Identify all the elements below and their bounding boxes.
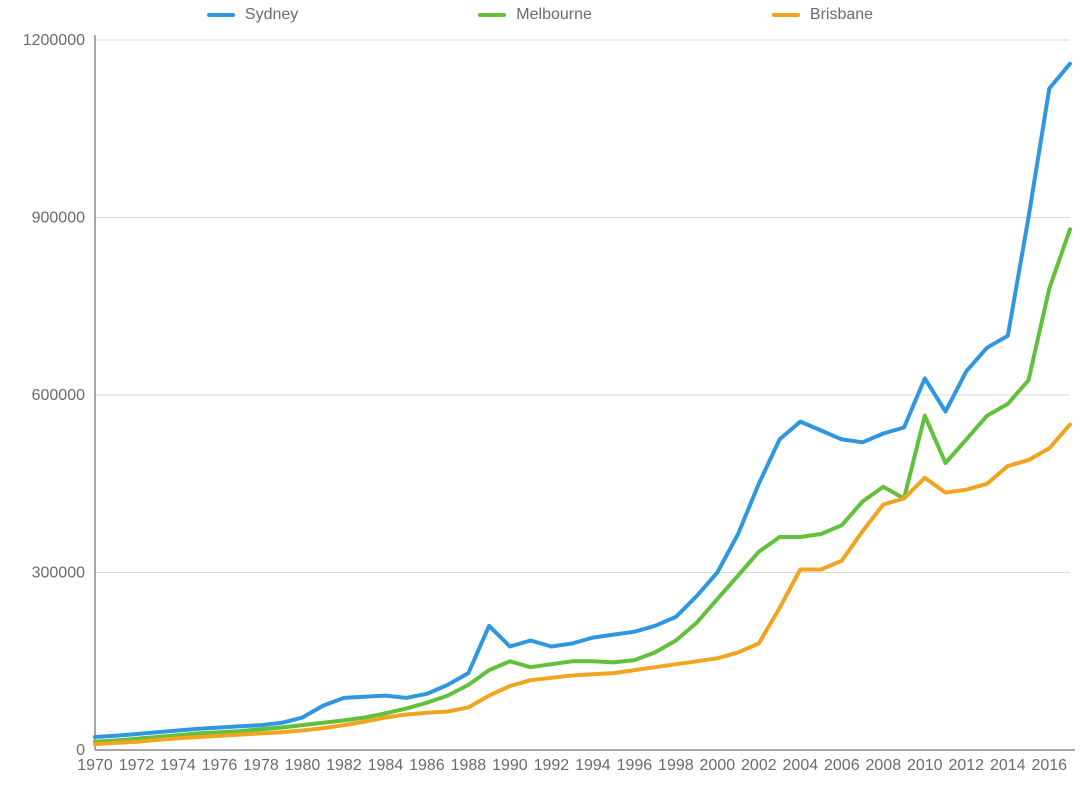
legend-swatch-brisbane	[772, 13, 800, 17]
x-tick-label: 1972	[119, 757, 155, 774]
legend-label-brisbane: Brisbane	[810, 6, 873, 24]
legend: Sydney Melbourne Brisbane	[0, 6, 1080, 24]
legend-item-brisbane: Brisbane	[772, 6, 873, 24]
x-tick-label: 1988	[451, 757, 487, 774]
legend-swatch-melbourne	[478, 13, 506, 17]
y-axis: 03000006000009000001200000	[23, 32, 95, 759]
x-tick-label: 2014	[990, 757, 1026, 774]
legend-label-sydney: Sydney	[245, 6, 298, 24]
x-tick-label: 2010	[907, 757, 943, 774]
series-lines	[95, 64, 1070, 744]
x-tick-label: 1978	[243, 757, 279, 774]
x-tick-label: 1992	[534, 757, 570, 774]
series-line-sydney	[95, 64, 1070, 737]
legend-swatch-sydney	[207, 13, 235, 17]
x-tick-label: 1990	[492, 757, 528, 774]
y-tick-label: 900000	[32, 210, 85, 227]
y-tick-label: 300000	[32, 565, 85, 582]
x-tick-label: 2006	[824, 757, 860, 774]
x-tick-label: 1996	[617, 757, 653, 774]
x-tick-label: 1970	[77, 757, 113, 774]
legend-item-melbourne: Melbourne	[478, 6, 592, 24]
x-tick-label: 2008	[866, 757, 902, 774]
x-axis: 1970 1972 1974 1976 1978 1980 1982 1984 1986 1988…	[77, 750, 1075, 774]
x-tick-label: 1980	[285, 757, 321, 774]
x-tick-label: 2016	[1031, 757, 1067, 774]
x-tick-label: 1994	[575, 757, 611, 774]
x-tick-label: 2002	[741, 757, 777, 774]
legend-item-sydney: Sydney	[207, 6, 298, 24]
x-tick-label: 1982	[326, 757, 362, 774]
line-chart: Sydney Melbourne Brisbane 03000006000009…	[0, 0, 1080, 797]
legend-label-melbourne: Melbourne	[516, 6, 592, 24]
y-tick-label: 600000	[32, 387, 85, 404]
x-tick-label: 2012	[948, 757, 984, 774]
y-tick-label: 1200000	[23, 32, 85, 49]
x-tick-label: 2004	[783, 757, 819, 774]
chart-svg: 03000006000009000001200000 1970197219741…	[0, 0, 1080, 797]
x-tick-label: 1984	[368, 757, 404, 774]
series-line-melbourne	[95, 229, 1070, 741]
x-tick-label: 2000	[700, 757, 736, 774]
grid-lines	[95, 40, 1070, 573]
series-line-brisbane	[95, 425, 1070, 744]
x-tick-label: 1998	[658, 757, 694, 774]
x-tick-label: 1986	[409, 757, 445, 774]
x-tick-label: 1976	[202, 757, 238, 774]
x-tick-label: 1974	[160, 757, 196, 774]
